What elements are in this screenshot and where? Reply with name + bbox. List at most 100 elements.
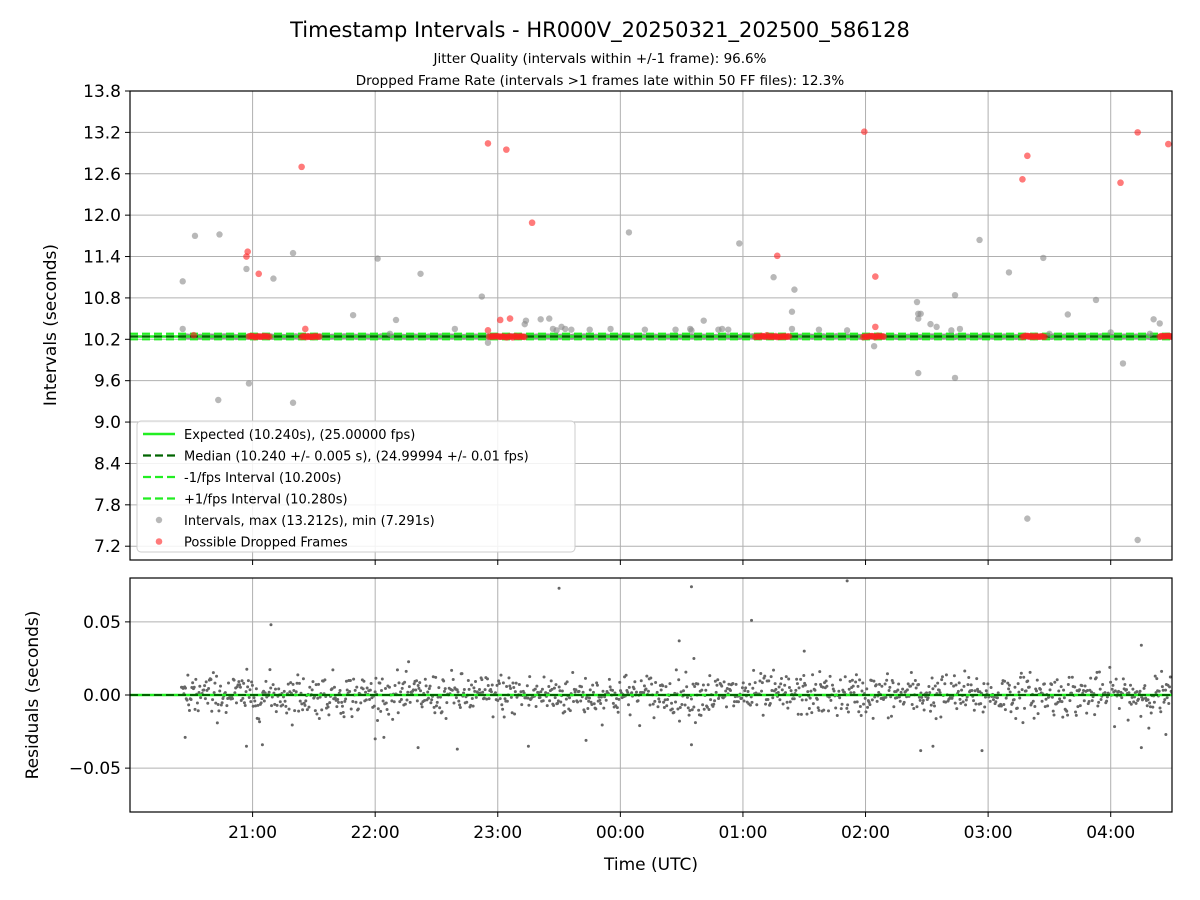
residual-point xyxy=(795,682,799,686)
residual-point xyxy=(1003,708,1007,712)
residual-point xyxy=(1055,678,1059,682)
residual-point xyxy=(559,700,563,704)
residual-point xyxy=(696,682,700,686)
residual-point xyxy=(481,690,485,694)
residual-point xyxy=(478,691,482,695)
residual-point xyxy=(250,683,254,687)
residual-point xyxy=(724,689,728,693)
residual-point xyxy=(470,697,474,701)
residual-point xyxy=(291,682,295,686)
residual-point xyxy=(384,701,388,705)
residual-point xyxy=(962,684,966,688)
residual-point xyxy=(650,682,654,686)
residual-point xyxy=(715,683,719,687)
residual-point xyxy=(872,679,876,683)
residual-point xyxy=(207,686,211,690)
residual-point xyxy=(234,701,238,705)
residual-point xyxy=(187,709,191,713)
residual-point xyxy=(343,699,347,703)
residual-point xyxy=(244,690,248,694)
residual-point xyxy=(746,690,750,694)
residual-point xyxy=(662,700,666,704)
residual-point xyxy=(832,689,836,693)
residual-point xyxy=(683,703,687,707)
legend-label: +1/fps Interval (10.280s) xyxy=(184,493,348,508)
residual-point xyxy=(981,710,985,714)
residual-point xyxy=(1098,687,1102,691)
residual-point xyxy=(1032,716,1036,720)
residual-point xyxy=(758,679,762,683)
residual-point xyxy=(1078,688,1082,692)
residual-point xyxy=(707,707,711,711)
legend-label: Expected (10.240s), (25.00000 fps) xyxy=(184,428,415,443)
residual-point xyxy=(885,678,889,682)
residual-point xyxy=(345,688,349,692)
residual-point xyxy=(528,675,532,679)
residual-point xyxy=(356,707,360,711)
residual-point xyxy=(691,682,695,686)
residual-point xyxy=(365,686,369,690)
residual-point xyxy=(378,681,382,685)
dropped-frame-point xyxy=(484,140,492,147)
residual-point xyxy=(214,701,218,705)
interval-point xyxy=(1064,311,1072,318)
residual-point xyxy=(216,702,220,706)
residual-point xyxy=(953,701,957,705)
x-tick-label: 00:00 xyxy=(596,823,645,843)
residual-point xyxy=(1000,682,1004,686)
residual-point xyxy=(574,688,578,692)
residual-point xyxy=(1052,713,1056,717)
residual-point xyxy=(972,708,976,712)
residual-point xyxy=(646,689,650,693)
residual-point xyxy=(822,708,826,712)
residual-point xyxy=(1038,687,1042,691)
residual-point xyxy=(419,689,423,693)
residual-point xyxy=(919,749,923,753)
interval-point xyxy=(546,315,553,322)
interval-point xyxy=(688,327,695,334)
residual-point xyxy=(419,702,423,706)
residual-point xyxy=(811,702,815,706)
residual-point xyxy=(438,695,442,699)
residual-point xyxy=(218,689,222,693)
residual-point xyxy=(259,701,263,705)
residual-point xyxy=(688,709,692,713)
interval-point xyxy=(736,240,743,247)
residual-point xyxy=(653,699,657,703)
residual-point xyxy=(975,677,979,681)
residual-point xyxy=(568,696,572,700)
residual-point xyxy=(304,699,308,703)
top-plot-frame xyxy=(129,90,1173,561)
legend-box xyxy=(136,420,576,553)
residual-point xyxy=(485,677,489,681)
residual-point xyxy=(423,677,427,681)
residual-point xyxy=(538,695,542,699)
residual-point xyxy=(895,696,899,700)
residual-point xyxy=(1062,696,1066,700)
residual-point xyxy=(558,689,562,693)
residual-point xyxy=(194,677,198,681)
residual-point xyxy=(954,683,958,687)
residual-point xyxy=(855,700,859,704)
residual-point xyxy=(940,675,944,679)
residual-point xyxy=(408,700,412,704)
dropped-frame-point xyxy=(872,273,879,280)
dropped-frame-point xyxy=(244,248,251,256)
residual-point xyxy=(215,721,219,725)
residual-point xyxy=(944,673,948,677)
residual-point xyxy=(373,690,377,694)
residual-point xyxy=(293,709,297,713)
residual-point xyxy=(886,716,890,720)
top-y-tick-label: 13.8 xyxy=(83,82,121,102)
residual-point xyxy=(290,723,294,727)
interval-point xyxy=(913,298,921,306)
residual-point xyxy=(250,680,254,684)
residual-point xyxy=(340,704,344,708)
residual-point xyxy=(742,699,746,703)
residuals-panel: −0.05 0.00 0.05 21:00 22:00 23:00 00:00 01:00 02… xyxy=(69,577,1173,843)
residual-point xyxy=(443,687,447,691)
residual-point xyxy=(939,715,943,719)
residual-point xyxy=(572,700,576,704)
top-y-tick-label: 10.8 xyxy=(83,289,121,309)
residual-point xyxy=(415,679,419,683)
